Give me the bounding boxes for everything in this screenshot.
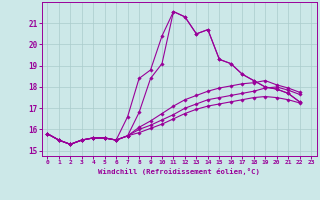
X-axis label: Windchill (Refroidissement éolien,°C): Windchill (Refroidissement éolien,°C) (98, 168, 260, 175)
